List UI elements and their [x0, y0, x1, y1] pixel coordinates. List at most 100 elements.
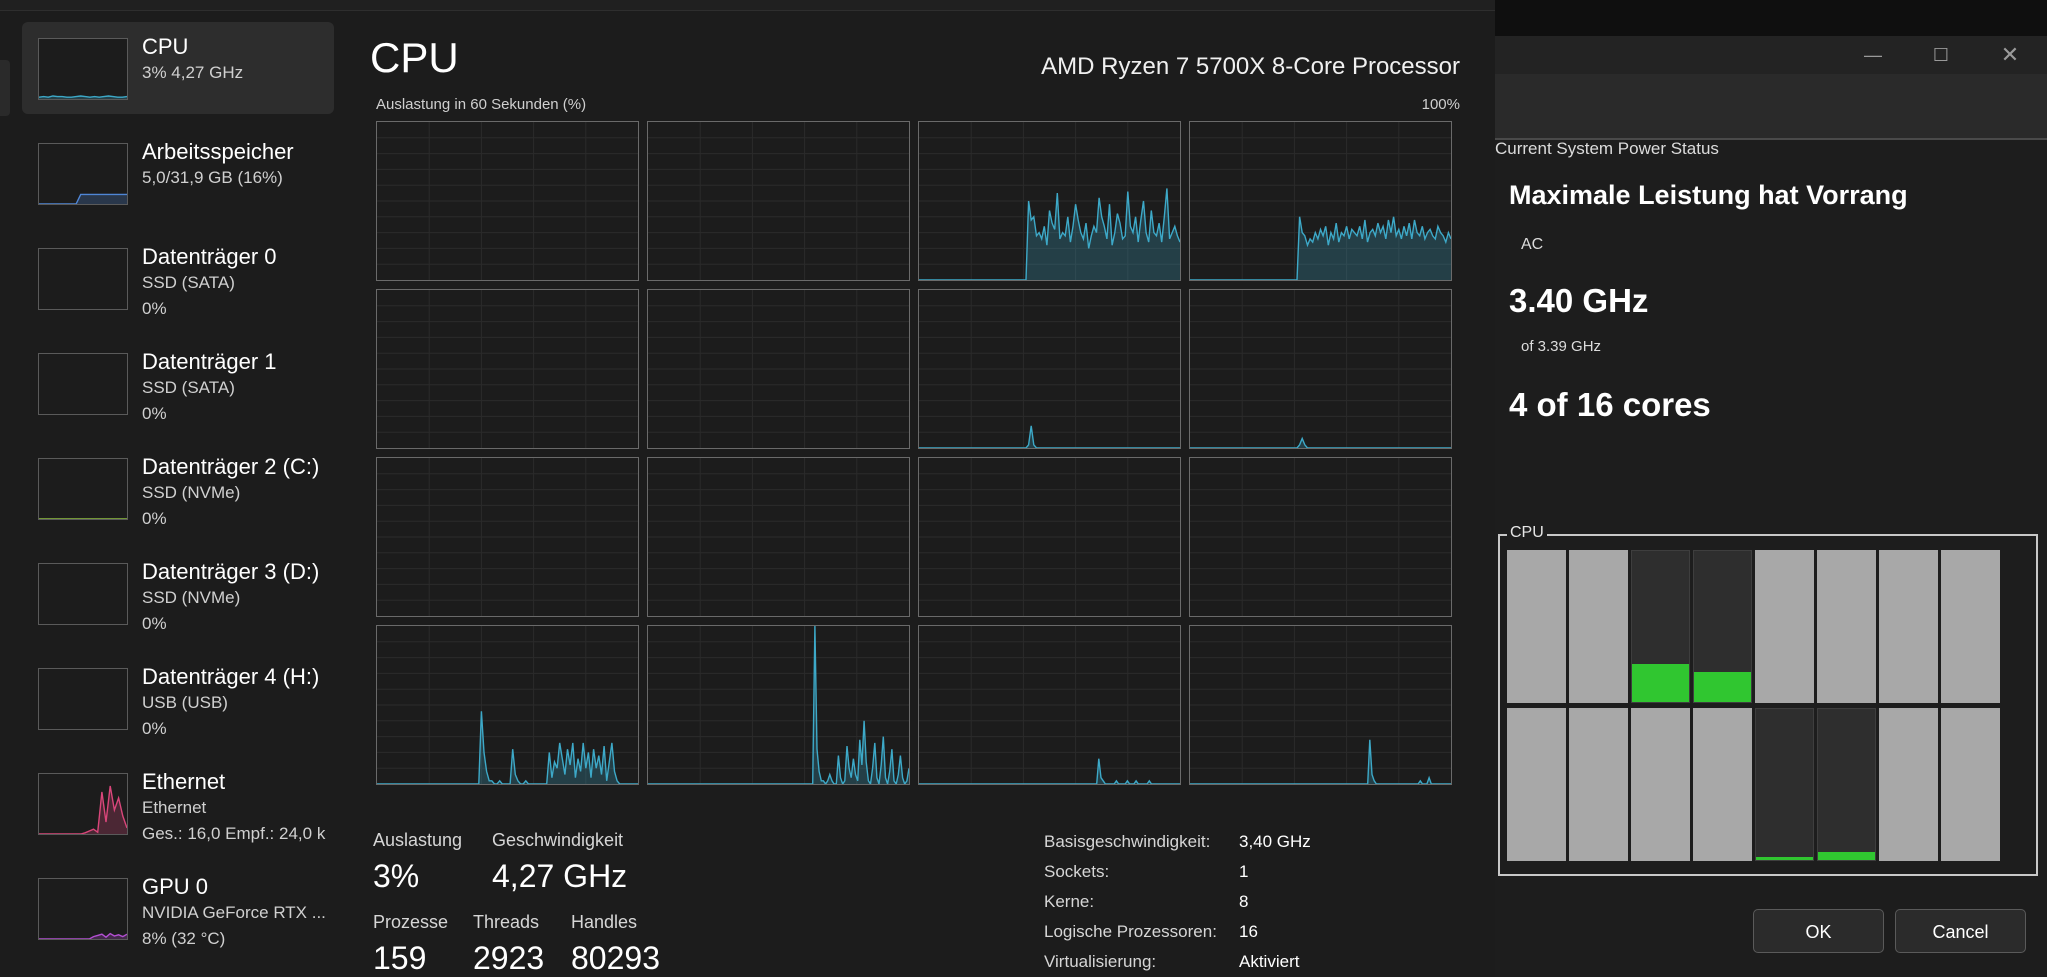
spec-cores-label: Kerne:	[1044, 892, 1095, 911]
spec-sockets-value: 1	[1239, 862, 1249, 881]
sidebar-item-detail: 3% 4,27 GHz	[142, 63, 244, 82]
utilization-value: 3%	[373, 858, 420, 894]
thumbnail-svg	[39, 932, 127, 939]
ok-button[interactable]: OK	[1753, 909, 1884, 953]
processes-label: Prozesse	[373, 912, 449, 932]
core-graph-svg	[919, 458, 1180, 616]
logical-processor-graph-4	[376, 289, 639, 449]
core-bar-8	[1507, 708, 1566, 861]
power-status-dialog: — ☐ ✕ Current System Power Status Maxima…	[1495, 36, 2047, 977]
sidebar-item-datentr-ger-0[interactable]: Datenträger 0 SSD (SATA) 0%	[22, 232, 334, 324]
core-bar-1	[1569, 550, 1628, 703]
core-graph-svg	[648, 626, 909, 784]
core-bar-6	[1879, 550, 1938, 703]
spec-sockets-label: Sockets:	[1044, 862, 1110, 881]
core-graph-svg	[1190, 458, 1451, 616]
power-mode-text: Maximale Leistung hat Vorrang	[1509, 180, 1908, 210]
sidebar-item-gpu-0[interactable]: GPU 0 NVIDIA GeForce RTX ... 8% (32 °C)	[22, 862, 334, 954]
sidebar-item-text: Datenträger 3 (D:) SSD (NVMe) 0%	[142, 559, 334, 637]
graph-caption: Auslastung in 60 Sekunden (%)	[376, 96, 587, 113]
core-bar-15	[1941, 708, 2000, 861]
core-3-series-area	[1190, 216, 1451, 280]
sidebar-item-value: 0%	[142, 299, 167, 318]
logical-processor-graph-7	[1189, 289, 1452, 449]
thumbnail-series-line	[39, 785, 127, 834]
core-graph-svg	[919, 626, 1180, 784]
processes-value: 159	[373, 940, 427, 976]
cpu-frequency-max: of 3.39 GHz	[1521, 338, 1602, 355]
logical-processor-graph-11	[1189, 457, 1452, 617]
thumbnail-svg	[39, 249, 127, 309]
spec-virtualization-value: Aktiviert	[1239, 952, 1300, 971]
core-bar-11	[1693, 708, 1752, 861]
close-icon[interactable]: ✕	[2000, 42, 2020, 67]
core-3-series-line	[1190, 216, 1451, 280]
cancel-button[interactable]: Cancel	[1895, 909, 2026, 953]
sidebar-item-label: Datenträger 2 (C:)	[142, 454, 320, 479]
sidebar-item-detail: SSD (SATA)	[142, 273, 235, 292]
core-13-series-area	[648, 626, 909, 784]
logical-processor-graph-13	[647, 625, 910, 785]
sidebar-item-label: Arbeitsspeicher	[142, 139, 294, 164]
sidebar-item-value: 0%	[142, 509, 167, 528]
spec-logical-processors-label: Logische Prozessoren:	[1044, 922, 1217, 941]
sidebar-thumbnail-graph	[38, 668, 128, 730]
sidebar-item-detail: 5,0/31,9 GB (16%)	[142, 168, 283, 187]
window-top-edge	[0, 0, 1495, 11]
core-bar-14	[1879, 708, 1938, 861]
spec-base-speed-label: Basisgeschwindigkeit:	[1044, 832, 1211, 851]
sidebar-item-ethernet[interactable]: Ethernet Ethernet Ges.: 16,0 Empf.: 24,0 k	[22, 757, 334, 849]
sidebar-item-text: Datenträger 2 (C:) SSD (NVMe) 0%	[142, 454, 334, 532]
spec-logical-processors-value: 16	[1239, 922, 1258, 941]
sidebar-item-text: Datenträger 1 SSD (SATA) 0%	[142, 349, 334, 427]
task-manager-window: CPU 3% 4,27 GHz Arbeitsspeicher 5,0/31,9 GB…	[0, 0, 1495, 977]
sidebar-item-datentr-ger-3-d[interactable]: Datenträger 3 (D:) SSD (NVMe) 0%	[22, 547, 334, 639]
sidebar-item-label: GPU 0	[142, 874, 209, 899]
core-graph-svg	[919, 290, 1180, 448]
sidebar-thumbnail-graph	[38, 248, 128, 310]
sidebar-item-datentr-ger-4-h[interactable]: Datenträger 4 (H:) USB (USB) 0%	[22, 652, 334, 744]
logical-processor-graphs[interactable]	[376, 121, 1456, 789]
thumbnail-series-area	[39, 194, 127, 204]
sidebar-item-detail: Ethernet	[142, 798, 207, 817]
core-load-fill	[1756, 856, 1813, 860]
logical-processor-graph-12	[376, 625, 639, 785]
thumbnail-svg	[39, 669, 127, 729]
sidebar-thumbnail-graph	[38, 353, 128, 415]
thumbnail-svg	[39, 564, 127, 624]
core-6-series-line	[919, 425, 1180, 448]
core-13-series-line	[648, 626, 909, 784]
logical-processor-graph-9	[647, 457, 910, 617]
spec-virtualization-label: Virtualisierung:	[1044, 952, 1157, 971]
sidebar-item-text: Datenträger 0 SSD (SATA) 0%	[142, 244, 334, 322]
cpu-frequency: 3.40 GHz	[1509, 282, 1649, 319]
sidebar-item-text: GPU 0 NVIDIA GeForce RTX ... 8% (32 °C)	[142, 874, 334, 952]
thumbnail-series-line	[39, 932, 127, 939]
nav-rail-edge[interactable]	[0, 60, 10, 116]
sidebar-item-label: Datenträger 1	[142, 349, 277, 374]
utilization-label: Auslastung	[373, 830, 463, 850]
logical-processor-graph-10	[918, 457, 1181, 617]
spec-base-speed-value: 3,40 GHz	[1239, 832, 1311, 851]
thumbnail-svg	[39, 354, 127, 414]
sidebar-item-datentr-ger-2-c[interactable]: Datenträger 2 (C:) SSD (NVMe) 0%	[22, 442, 334, 534]
thumbnail-series-line	[39, 193, 127, 204]
core-6-series-area	[919, 425, 1180, 448]
sidebar-item-arbeitsspeicher[interactable]: Arbeitsspeicher 5,0/31,9 GB (16%)	[22, 127, 334, 219]
minimize-icon[interactable]: —	[1864, 45, 1882, 65]
core-bar-2	[1631, 550, 1690, 703]
sidebar-item-label: Datenträger 0	[142, 244, 277, 269]
core-12-series-line	[377, 711, 638, 784]
core-12-series-area	[377, 711, 638, 784]
sidebar-item-value: 0%	[142, 614, 167, 633]
performance-sidebar: CPU 3% 4,27 GHz Arbeitsspeicher 5,0/31,9 GB…	[22, 22, 334, 977]
core-7-series-line	[1190, 436, 1451, 448]
sidebar-item-datentr-ger-1[interactable]: Datenträger 1 SSD (SATA) 0%	[22, 337, 334, 429]
logical-processor-graph-2	[918, 121, 1181, 281]
handles-label: Handles	[571, 912, 638, 932]
logical-processor-graph-1	[647, 121, 910, 281]
maximize-icon[interactable]: ☐	[1932, 45, 1950, 65]
cpu-model-name: AMD Ryzen 7 5700X 8-Core Processor	[1041, 53, 1460, 80]
sidebar-item-cpu[interactable]: CPU 3% 4,27 GHz	[22, 22, 334, 114]
core-load-fill	[1818, 852, 1875, 860]
